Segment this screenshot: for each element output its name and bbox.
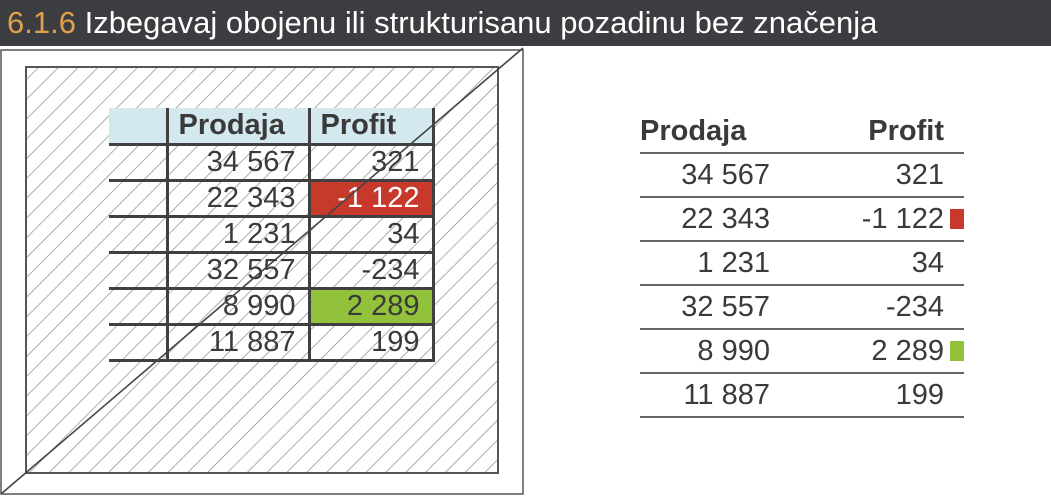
good-table-header-sales: Prodaja: [640, 110, 802, 154]
table-row: 34 567 321: [640, 153, 964, 198]
bad-table-profit: 34: [307, 214, 435, 254]
good-table-profit: 2 289: [802, 329, 964, 374]
table-row: 1 231 34: [109, 214, 435, 254]
section-title: Izbegavaj obojenu ili strukturisanu poza…: [84, 5, 878, 40]
table-row: 1 231 34: [640, 241, 964, 286]
positive-marker-icon: [950, 341, 964, 361]
good-table-sales: 1 231: [640, 241, 802, 286]
bad-table-sales: 32 557: [165, 250, 311, 290]
bad-table-row-label: [109, 142, 169, 182]
good-table-profit: 321: [802, 153, 964, 198]
bad-table-sales: 8 990: [165, 286, 311, 326]
bad-table-corner-cell: [109, 108, 169, 146]
section-number: 6.1.6: [7, 5, 76, 40]
bad-table-sales: 34 567: [165, 142, 311, 182]
good-table-sales: 8 990: [640, 329, 802, 374]
good-table-profit-value: 199: [895, 378, 944, 411]
bad-table-profit: 199: [307, 322, 435, 362]
bad-table-profit-negative: -1 122: [307, 178, 435, 218]
table-row: 32 557 -234: [109, 250, 435, 290]
good-example-panel: Prodaja Profit 34 567 321 22 343 -1 122 …: [524, 46, 1051, 496]
good-table-profit-value: 321: [895, 158, 944, 191]
table-row: 22 343 -1 122: [640, 197, 964, 242]
bad-table-profit-positive: 2 289: [307, 286, 435, 326]
table-row: 22 343 -1 122: [109, 178, 435, 218]
bad-table-header-row: Prodaja Profit: [109, 108, 435, 146]
bad-table-row-label: [109, 178, 169, 218]
good-table-sales: 11 887: [640, 373, 802, 418]
bad-table-profit: -234: [307, 250, 435, 290]
good-table-header-profit: Profit: [802, 110, 964, 154]
bad-table: Prodaja Profit 34 567 321 22 343 -1 122 …: [109, 108, 435, 362]
good-table-profit: 199: [802, 373, 964, 418]
bad-table-row-label: [109, 250, 169, 290]
negative-marker-icon: [950, 209, 964, 229]
table-row: 32 557 -234: [640, 285, 964, 330]
bad-example-panel: Prodaja Profit 34 567 321 22 343 -1 122 …: [0, 46, 524, 496]
good-table-header-row: Prodaja Profit: [640, 110, 964, 154]
bad-table-sales: 11 887: [165, 322, 311, 362]
good-table-profit-value: 34: [911, 246, 944, 279]
bad-table-sales: 22 343: [165, 178, 311, 218]
good-table-sales: 34 567: [640, 153, 802, 198]
table-row: 34 567 321: [109, 142, 435, 182]
bad-table-header-sales: Prodaja: [165, 108, 311, 146]
good-table-profit: -234: [802, 285, 964, 330]
good-table-profit: 34: [802, 241, 964, 286]
bad-table-header-profit: Profit: [307, 108, 435, 146]
table-row: 11 887 199: [640, 373, 964, 418]
good-table-profit: -1 122: [802, 197, 964, 242]
bad-table-row-label: [109, 322, 169, 362]
good-table-sales: 32 557: [640, 285, 802, 330]
good-table-profit-value: 2 289: [871, 334, 944, 367]
table-row: 11 887 199: [109, 322, 435, 362]
table-row: 8 990 2 289: [640, 329, 964, 374]
table-row: 8 990 2 289: [109, 286, 435, 326]
good-table-sales: 22 343: [640, 197, 802, 242]
bad-table-row-label: [109, 214, 169, 254]
good-table-profit-value: -234: [885, 290, 944, 323]
bad-table-profit: 321: [307, 142, 435, 182]
bad-table-sales: 1 231: [165, 214, 311, 254]
good-table-profit-value: -1 122: [861, 202, 944, 235]
section-header: 6.1.6 Izbegavaj obojenu ili strukturisan…: [0, 0, 1051, 46]
bad-table-row-label: [109, 286, 169, 326]
good-table: Prodaja Profit 34 567 321 22 343 -1 122 …: [640, 110, 964, 418]
